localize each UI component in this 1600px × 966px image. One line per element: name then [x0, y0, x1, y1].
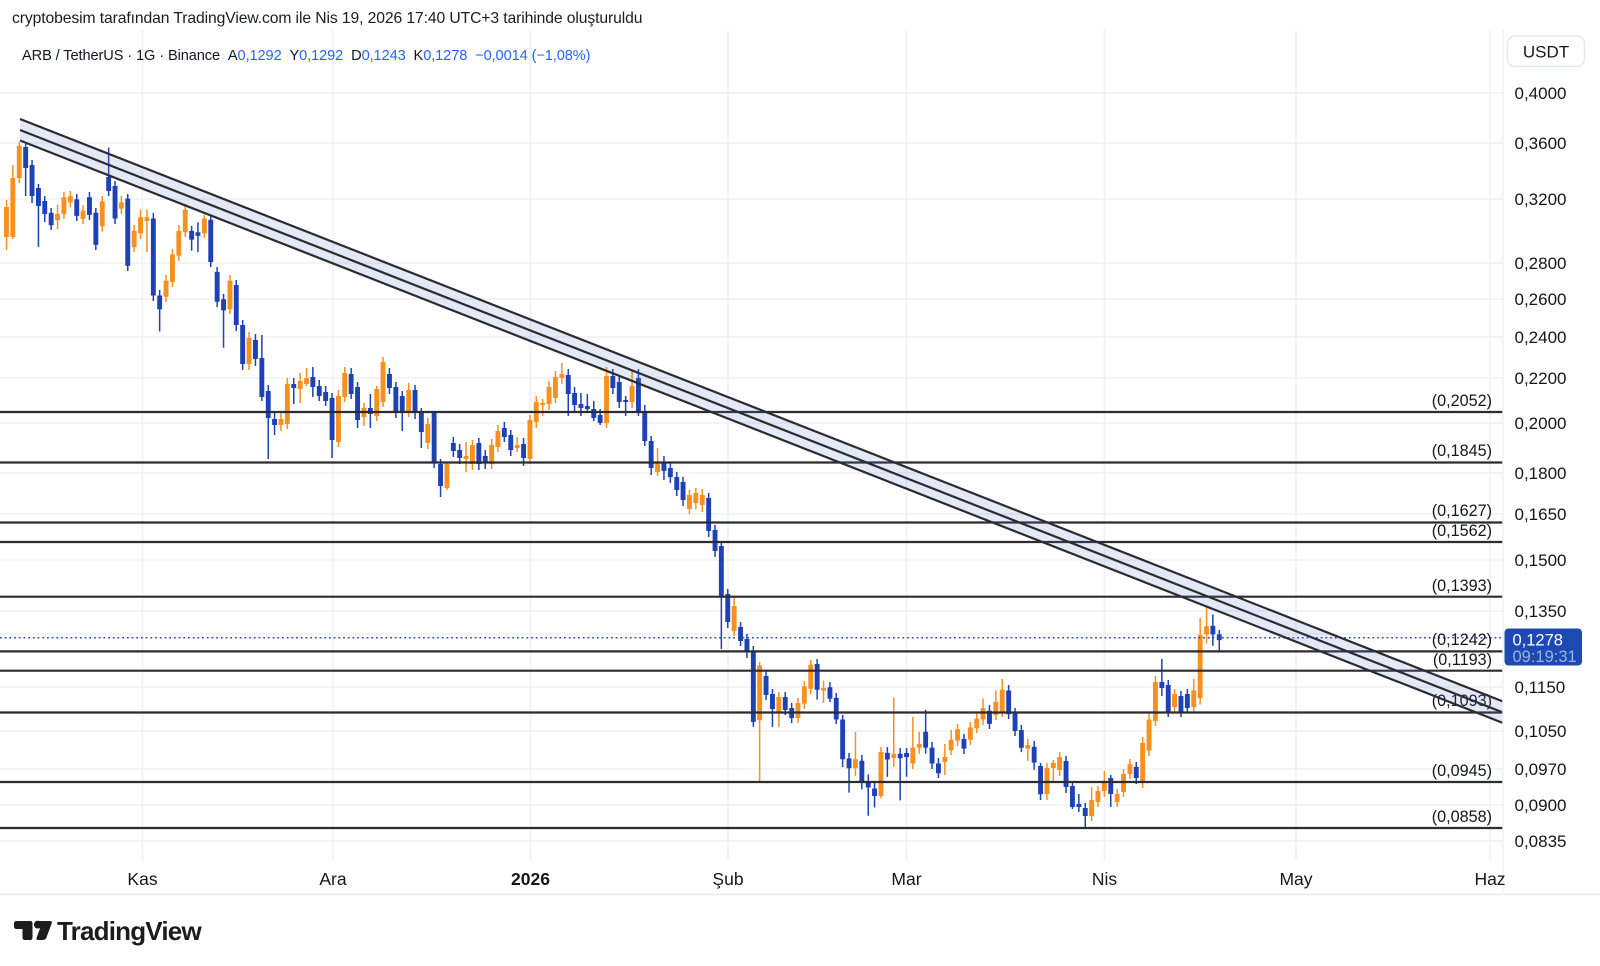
svg-text:USDT: USDT: [1523, 43, 1569, 62]
svg-text:0,2000: 0,2000: [1515, 414, 1567, 433]
svg-text:Mar: Mar: [891, 869, 921, 889]
svg-text:0,1150: 0,1150: [1515, 678, 1566, 697]
svg-text:0,1278: 0,1278: [1513, 632, 1563, 650]
svg-text:0,2400: 0,2400: [1515, 328, 1567, 347]
svg-text:0,1650: 0,1650: [1515, 505, 1567, 524]
svg-text:0,4000: 0,4000: [1515, 84, 1567, 103]
svg-text:Nis: Nis: [1092, 869, 1118, 889]
svg-text:(0,1627): (0,1627): [1432, 502, 1492, 520]
svg-text:0,0970: 0,0970: [1515, 760, 1567, 779]
svg-text:0,2200: 0,2200: [1515, 369, 1567, 388]
svg-text:0,0900: 0,0900: [1515, 796, 1567, 815]
svg-text:(0,2052): (0,2052): [1432, 392, 1492, 410]
svg-text:Kas: Kas: [127, 869, 157, 889]
svg-text:0,2800: 0,2800: [1515, 254, 1567, 273]
svg-text:(0,1193): (0,1193): [1433, 651, 1492, 669]
svg-text:0,1800: 0,1800: [1515, 464, 1567, 483]
svg-text:0,1500: 0,1500: [1515, 551, 1567, 570]
svg-text:TradingView: TradingView: [57, 916, 202, 946]
svg-text:0,3200: 0,3200: [1515, 190, 1567, 209]
svg-text:(0,0945): (0,0945): [1432, 762, 1492, 780]
svg-text:(0,1393): (0,1393): [1432, 577, 1492, 595]
svg-text:(0,0858): (0,0858): [1432, 808, 1492, 826]
svg-text:09:19:31: 09:19:31: [1513, 648, 1577, 666]
svg-text:Şub: Şub: [712, 869, 743, 889]
svg-text:Haz: Haz: [1474, 869, 1505, 889]
svg-text:(0,1845): (0,1845): [1432, 442, 1492, 460]
svg-text:(0,1562): (0,1562): [1432, 522, 1492, 540]
svg-text:(0,1093): (0,1093): [1432, 692, 1492, 710]
svg-text:0,0835: 0,0835: [1515, 832, 1567, 851]
svg-text:0,1350: 0,1350: [1515, 602, 1567, 621]
svg-text:Ara: Ara: [319, 869, 347, 889]
svg-text:(0,1242): (0,1242): [1432, 631, 1492, 649]
svg-text:0,1050: 0,1050: [1515, 722, 1567, 741]
svg-text:May: May: [1279, 869, 1312, 889]
svg-text:0,2600: 0,2600: [1515, 290, 1567, 309]
svg-text:0,3600: 0,3600: [1515, 134, 1567, 153]
svg-text:2026: 2026: [511, 869, 550, 889]
